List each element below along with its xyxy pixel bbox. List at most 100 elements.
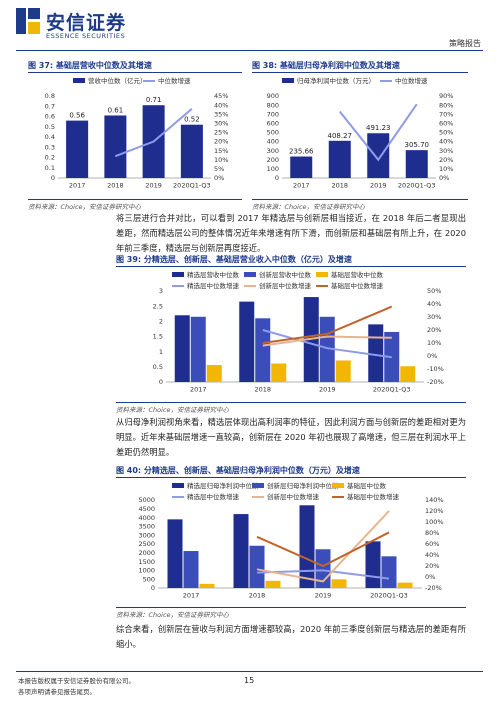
- fig37-label: 图 37:: [28, 61, 54, 70]
- fig37-chart: 营收中位数（亿元） 中位数增速 0 0.1 0.2 0.3 0.4 0.5 0.6 0.7 0.8 0…: [45, 76, 229, 190]
- fig38-y2-tick-label: 30%: [439, 147, 453, 155]
- fig37-data-label: 0.56: [69, 112, 85, 120]
- fig40-growth-line: [256, 569, 390, 580]
- fig37-legend-entry: 营收中位数（亿元）: [88, 76, 147, 85]
- footer-disclaimer: 各项声明请参见报告尾页。: [18, 688, 96, 696]
- fig37-x-tick-label: 2019: [145, 182, 162, 190]
- fig40-y-tick-label: 500: [143, 575, 155, 583]
- fig40-legend-entry: 基础层中位数增速: [347, 492, 400, 501]
- fig38-source: 资料来源：Choice，安信证券研究中心: [252, 203, 366, 211]
- fig40-bottom-rule: [116, 607, 466, 608]
- fig37-bar: [66, 120, 89, 178]
- fig37-y2-tick-label: 35%: [214, 110, 228, 118]
- fig38-y2-tick-label: 80%: [439, 101, 453, 109]
- fig40-y2-tick-label: 60%: [425, 540, 439, 548]
- fig40-y2-tick-label: 80%: [425, 529, 439, 537]
- fig37-y2-tick-label: 20%: [214, 138, 228, 146]
- fig37-y2-tick-label: 10%: [214, 156, 228, 164]
- fig37-bar: [180, 124, 203, 178]
- fig38-y-tick-label: 0: [275, 174, 279, 182]
- fig40-legend-entry: 精选层归母净利润中位数: [187, 481, 259, 490]
- fig40-x-tick-label: 2018: [249, 592, 266, 600]
- fig39-y-tick-label: 1: [159, 348, 163, 356]
- fig38-title-text: 基础层归母净利润中位数及其增速: [279, 61, 400, 70]
- fig40-x-tick-label: 2020Q1-Q3: [370, 592, 408, 600]
- fig40-y-tick-label: 1500: [138, 558, 155, 566]
- fig39-bar: [271, 363, 287, 382]
- fig39-x-tick-label: 2019: [319, 386, 336, 394]
- fig40-bar: [265, 580, 281, 588]
- fig39-source: 资料来源：Choice，安信证券研究中心: [116, 406, 230, 414]
- fig39-title: 图 39: 分精选层、创新层、基础层营业收入中位数（亿元）及增速: [116, 254, 352, 265]
- company-logo-icon: [16, 8, 40, 34]
- fig38-data-label: 235.66: [289, 148, 314, 156]
- fig40-legend-swatch-bar: [252, 483, 264, 488]
- fig37-bar: [104, 115, 127, 178]
- fig38-title: 图 38: 基础层归母净利润中位数及其增速: [252, 60, 400, 71]
- fig37-data-label: 0.71: [146, 96, 162, 104]
- fig38-x-tick-label: 2018: [331, 182, 348, 190]
- fig38-x-tick-label: 2020Q1-Q3: [398, 182, 436, 190]
- fig39-bar: [368, 324, 384, 382]
- fig39-y-tick-label: 3: [159, 287, 163, 295]
- fig38-data-label: 491.23: [366, 124, 391, 132]
- fig40-label: 图 40:: [116, 466, 142, 475]
- fig40-y2-tick-label: 120%: [425, 507, 444, 515]
- fig38-bar: [367, 133, 390, 178]
- fig40-bar: [331, 579, 347, 588]
- fig39-y-tick-label: 2: [159, 318, 163, 326]
- fig40-y-tick-label: 2500: [138, 540, 155, 548]
- fig40-bar: [381, 556, 397, 588]
- fig38-legend-swatch-bar: [282, 78, 294, 83]
- fig37-bottom-rule: [28, 199, 242, 200]
- fig40-legend-entry: 精选层中位数增速: [187, 492, 240, 501]
- fig38-legend-entry: 中位数增速: [395, 76, 428, 85]
- fig39-growth-line: [262, 335, 392, 347]
- fig40-legend-swatch-bar: [172, 483, 184, 488]
- fig40-y-tick-label: 3500: [138, 523, 155, 531]
- fig39-x-tick-label: 2020Q1-Q3: [373, 386, 411, 394]
- fig37-y-tick-label: 0: [51, 174, 55, 182]
- fig40-bar: [199, 583, 215, 588]
- fig38-legend-entry: 归母净利润中位数（万元）: [297, 76, 375, 85]
- fig40-x-tick-label: 2017: [183, 592, 200, 600]
- fig38-y2-tick-label: 90%: [439, 92, 453, 100]
- report-type: 策略报告: [449, 39, 481, 48]
- fig39-y2-tick-label: 40%: [427, 300, 441, 308]
- fig39-y2-tick-label: 20%: [427, 326, 441, 334]
- fig40-y-tick-label: 2000: [138, 549, 155, 557]
- fig40-y2-tick-label: 100%: [425, 518, 444, 526]
- fig37-y2-tick-label: 15%: [214, 147, 228, 155]
- fig39-y2-tick-label: 10%: [427, 339, 441, 347]
- fig38-y-tick-label: 900: [267, 92, 279, 100]
- fig40-title-text: 分精选层、创新层、基础层归母净利润中位数（万元）及增速: [143, 466, 360, 475]
- fig40-y-tick-label: 3000: [138, 531, 155, 539]
- body-paragraph-1: 将三层进行合并对比，可以看到 2017 年精选层与创新层相当接近，在 2018 …: [116, 213, 466, 253]
- fig39-bar: [190, 316, 206, 382]
- fig38-y2-tick-label: 0%: [439, 174, 449, 182]
- fig40-y2-tick-label: 20%: [425, 562, 439, 570]
- fig37-data-label: 0.61: [108, 106, 124, 114]
- fig38-label: 图 38:: [252, 61, 278, 70]
- fig38-y-tick-label: 700: [267, 110, 279, 118]
- fig40-y-tick-label: 4000: [138, 514, 155, 522]
- footer-copyright: 本报告版权属于安信证券股份有限公司。: [18, 677, 135, 685]
- fig37-data-label: 0.52: [184, 116, 200, 124]
- fig39-growth-line: [262, 329, 392, 359]
- fig39-legend-swatch-bar: [244, 272, 256, 277]
- fig38-x-tick-label: 2017: [293, 182, 310, 190]
- fig40-y-tick-label: 1000: [138, 567, 155, 575]
- fig38-y-tick-label: 500: [267, 129, 279, 137]
- fig39-legend-entry: 基础层营收中位数: [331, 270, 384, 279]
- fig38-y-tick-label: 300: [267, 147, 279, 155]
- fig40-bar: [233, 514, 249, 588]
- fig39-bar: [174, 315, 190, 382]
- fig37-y-tick-label: 0.7: [45, 102, 55, 110]
- fig38-x-tick-label: 2019: [370, 182, 387, 190]
- fig40-y2-tick-label: 40%: [425, 551, 439, 559]
- fig37-x-tick-label: 2017: [69, 182, 86, 190]
- fig37-y-tick-label: 0.1: [45, 164, 55, 172]
- fig37-x-tick-label: 2018: [107, 182, 124, 190]
